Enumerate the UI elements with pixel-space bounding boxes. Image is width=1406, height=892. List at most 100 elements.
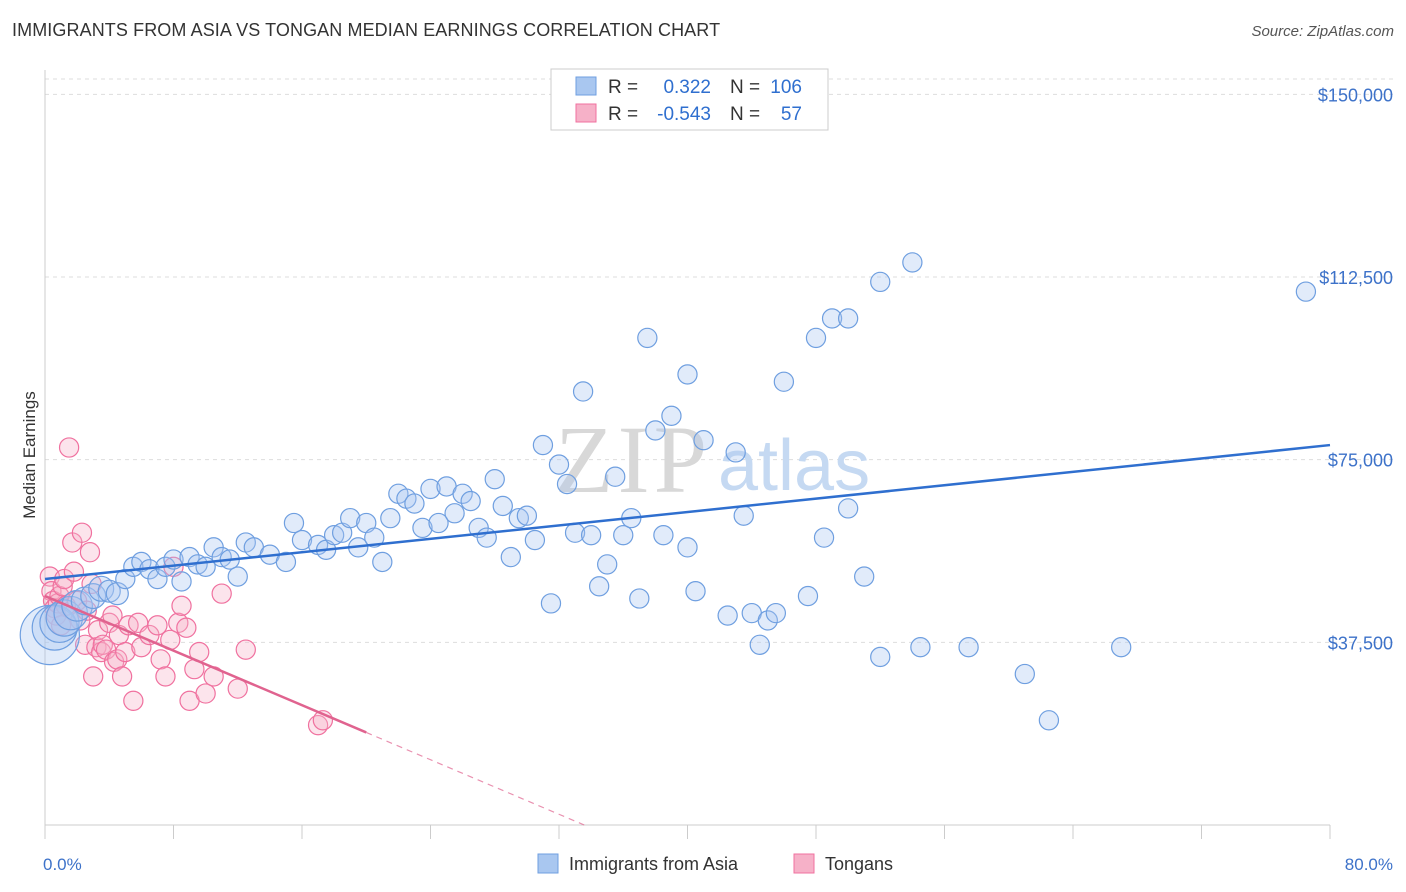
asia-point-89 [797,585,819,607]
stats-legend-box [550,68,829,131]
series-legend-swatch-tongans [793,853,815,874]
tongans-point-19 [79,542,101,563]
y-axis-label: Median Earnings [20,391,39,519]
asia-point-97 [870,646,891,668]
tongans-point-56 [235,639,256,660]
y-tick-label-0: $37,500 [1328,633,1393,653]
asia-point-66 [580,525,602,546]
series-legend-label-asia: Immigrants from Asia [569,854,739,874]
asia-point-74 [645,420,666,441]
asia-point-90 [805,327,827,349]
asia-point-30 [283,512,305,534]
asia-point-61 [540,593,562,614]
stats-legend: R = 0.322 N = 106 R = -0.543 N = 57 [550,68,829,131]
asia-points [19,252,1317,731]
x-tick-max: 80.0% [1345,855,1393,874]
tongans-point-39 [147,615,168,636]
tongans-point-35 [123,690,144,711]
asia-point-77 [677,364,698,385]
watermark-atlas: atlas [718,426,870,506]
asia-point-95 [854,566,875,587]
tongans-trend-extension [366,731,585,826]
asia-point-49 [444,503,465,524]
asia-point-67 [588,576,610,597]
asia-point-65 [572,381,594,402]
asia-point-60 [532,434,554,456]
y-tick-label-1: $75,000 [1328,451,1393,471]
series-legend-label-tongans: Tongans [825,854,893,874]
asia-point-13 [131,551,152,573]
trend-lines [44,443,1331,826]
asia-point-86 [757,610,778,631]
asia-point-85 [749,634,770,655]
legend-swatch-blue [575,76,597,96]
asia-point-104 [1295,281,1317,302]
tongans-point-33 [115,641,136,663]
asia-point-93 [837,498,859,519]
asia-point-29 [275,551,297,573]
asia-point-8 [88,575,115,602]
asia-point-56 [500,546,521,568]
axes [44,70,1331,839]
asia-point-80 [693,430,714,451]
tongans-point-40 [150,649,171,670]
asia-point-102 [1038,710,1060,731]
asia-point-69 [605,466,626,487]
y-tick-label-2: $112,500 [1319,268,1393,288]
asia-point-40 [372,551,393,573]
legend-n-value-1: 106 [770,77,802,98]
asia-point-41 [380,507,401,529]
asia-point-9 [97,579,121,603]
series-legend: Immigrants from Asia Tongans [537,853,893,874]
y-tick-labels: $37,500 $75,000 $112,500 $150,000 [1318,85,1393,653]
asia-point-58 [516,505,538,526]
tongans-point-30 [107,649,128,670]
legend-n-value-2: 57 [781,104,802,125]
asia-trend-line [44,443,1331,581]
asia-point-96 [870,271,891,293]
legend-r-value-2: -0.543 [657,104,711,125]
watermark-zip: ZIP [555,406,711,513]
asia-point-78 [685,581,706,602]
asia-point-94 [837,308,859,329]
asia-point-34 [323,525,345,546]
asia-point-50 [452,483,473,504]
legend-n-label-2: N = [730,104,760,125]
asia-point-91 [813,527,835,548]
legend-r-value-1: 0.322 [663,77,711,98]
asia-point-72 [629,588,650,609]
asia-point-75 [653,525,674,546]
x-tick-min: 0.0% [43,855,82,874]
asia-point-62 [548,454,570,475]
asia-point-51 [460,490,481,512]
asia-point-47 [428,512,449,534]
tongans-point-46 [176,617,197,638]
legend-n-label-1: N = [730,77,760,98]
asia-point-98 [902,252,923,273]
tongans-point-32 [111,666,133,687]
asia-point-31 [291,529,313,551]
asia-point-92 [821,308,843,329]
asia-point-25 [227,566,248,587]
asia-point-55 [492,495,513,517]
tongans-trend-line [44,594,367,734]
tongans-point-11 [58,437,80,458]
chart-title: IMMIGRANTS FROM ASIA VS TONGAN MEDIAN EA… [12,20,721,40]
tongans-point-41 [155,666,176,687]
asia-point-15 [147,568,168,590]
asia-point-19 [179,546,200,568]
asia-point-44 [404,493,425,514]
asia-point-79 [677,537,698,558]
asia-point-76 [661,405,682,427]
asia-point-18 [171,571,192,592]
asia-point-36 [340,507,361,529]
asia-point-88 [773,371,795,392]
asia-point-68 [597,554,618,575]
asia-point-59 [524,529,546,551]
legend-swatch-pink [575,103,597,123]
asia-point-81 [717,605,738,626]
tongans-point-52 [211,583,232,604]
asia-point-83 [725,442,746,463]
asia-point-100 [958,637,979,658]
